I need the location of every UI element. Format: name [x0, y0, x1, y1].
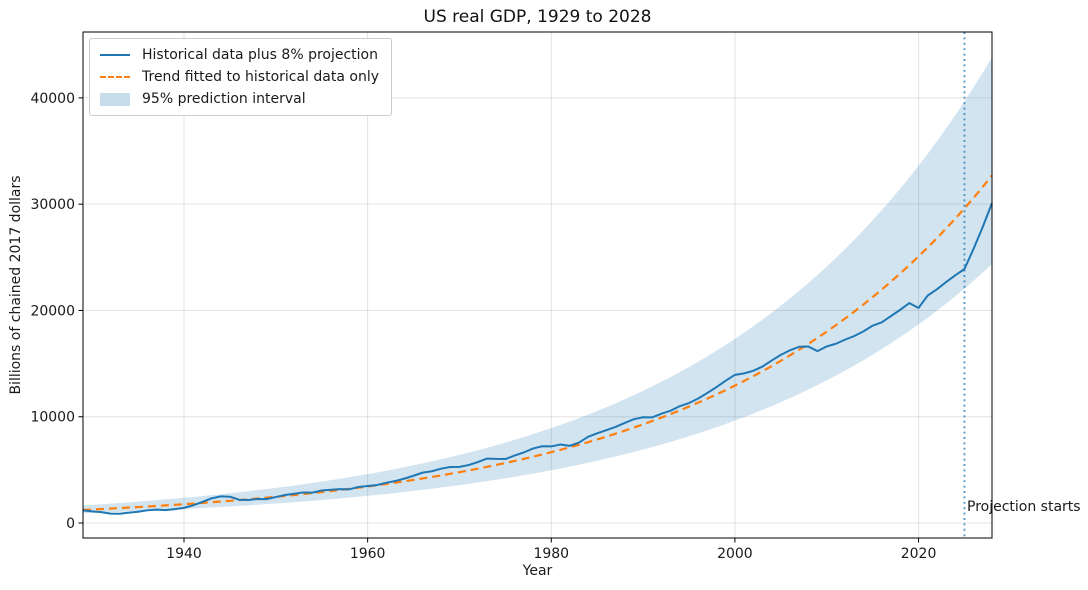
y-tick-label: 0: [66, 516, 75, 532]
projection-starts-annotation: Projection starts: [967, 499, 1081, 515]
legend-item-trend: Trend fitted to historical data only: [100, 68, 379, 86]
legend-swatch-solid-line: [100, 54, 130, 56]
y-tick-label: 30000: [30, 197, 75, 213]
y-tick-label: 10000: [30, 410, 75, 426]
chart-title: US real GDP, 1929 to 2028: [423, 7, 652, 27]
legend-swatch-dashed-line: [100, 76, 130, 78]
legend-label: 95% prediction interval: [142, 91, 306, 107]
y-axis-label: Billions of chained 2017 dollars: [8, 175, 24, 395]
plot-border: [82, 31, 993, 539]
legend-item-interval: 95% prediction interval: [100, 90, 379, 108]
legend-item-historical: Historical data plus 8% projection: [100, 46, 379, 64]
x-tick-label: 1980: [533, 546, 569, 562]
y-tick-label: 40000: [30, 91, 75, 107]
legend-swatch-band-patch: [100, 92, 130, 106]
historical-line: [82, 202, 993, 515]
x-tick-label: 1940: [166, 546, 202, 562]
trend-line: [82, 174, 993, 512]
y-tick-label: 20000: [30, 303, 75, 319]
x-tick-label: 2000: [717, 546, 753, 562]
prediction-band: [83, 57, 992, 514]
legend: Historical data plus 8% projection Trend…: [89, 38, 392, 116]
x-tick-label: 1960: [350, 546, 386, 562]
legend-label: Historical data plus 8% projection: [142, 47, 378, 63]
legend-label: Trend fitted to historical data only: [142, 69, 379, 85]
x-tick-label: 2020: [901, 546, 937, 562]
x-axis-label: Year: [522, 563, 553, 579]
